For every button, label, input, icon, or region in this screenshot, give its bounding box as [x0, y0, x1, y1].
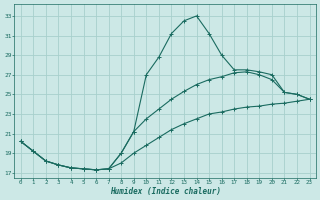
X-axis label: Humidex (Indice chaleur): Humidex (Indice chaleur) [110, 187, 220, 196]
